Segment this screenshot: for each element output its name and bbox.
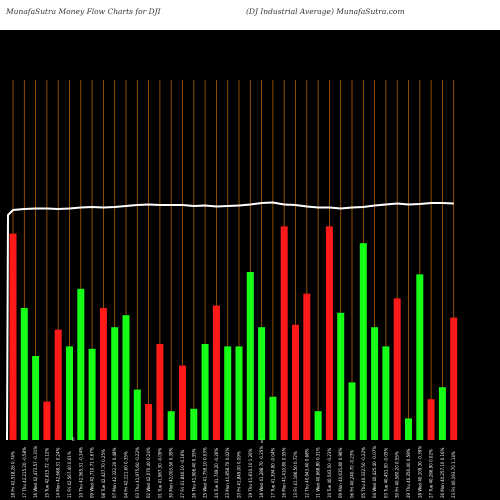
money-flow-bar bbox=[348, 382, 356, 440]
money-flow-bar bbox=[20, 308, 28, 440]
x-tick-label: 04 Fri 42,121.60 0.35% bbox=[124, 451, 129, 498]
x-tick-label: 11 Wed 40,668.80 0.31% bbox=[316, 447, 321, 498]
x-tick-label: 15 Tue 42,615.72 -0.12% bbox=[44, 448, 49, 498]
money-flow-bar bbox=[269, 396, 277, 440]
x-tick-label: 12 Thu 40,943.40 0.68% bbox=[304, 448, 309, 498]
x-tick-label: 18 Wed 41,288.70 -0.25% bbox=[259, 446, 264, 498]
x-tick-label: 07 Mon 42,322.20 0.48% bbox=[112, 447, 117, 498]
x-tick-label: 08 Tue 42,427.70 0.25% bbox=[101, 449, 106, 498]
x-tick-label: 20 Fri 41,849.00 0.09% bbox=[237, 451, 242, 498]
money-flow-bar bbox=[337, 312, 345, 440]
money-flow-bar bbox=[122, 315, 130, 440]
money-flow-bar bbox=[371, 327, 379, 440]
money-flow-bar bbox=[393, 298, 401, 440]
money-flow-bar bbox=[246, 272, 254, 440]
money-flow-bar bbox=[212, 305, 220, 440]
money-flow-bar bbox=[325, 226, 333, 440]
money-flow-bar bbox=[111, 327, 119, 440]
x-tick-label: 10 Thu 42,565.31 -0.34% bbox=[78, 447, 83, 498]
x-tick-label: 28 Wed 40,109.30 -0.39% bbox=[417, 446, 422, 498]
x-tick-label: 17 Thu 42,215.20 -0.58% bbox=[22, 447, 27, 498]
money-flow-bar bbox=[179, 365, 186, 440]
x-tick-label: 03 Tue 40,451.00 -0.05% bbox=[383, 448, 388, 498]
x-tick-label: 13 Fri 41,186.50 0.72% bbox=[293, 451, 298, 498]
x-tick-label: 24 Tue 41,749.20 -0.26% bbox=[214, 448, 219, 498]
x-tick-label: 04 Wed 40,425.40 -0.07% bbox=[372, 446, 377, 498]
money-flow-bar bbox=[190, 408, 198, 440]
x-tick-label: 23 Mon 41,858.70 0.02% bbox=[225, 447, 230, 498]
money-flow-bar bbox=[235, 346, 243, 440]
money-flow-bar bbox=[99, 308, 107, 440]
money-flow-bar bbox=[43, 401, 51, 440]
chart-title: MunafaSutra Money Flow Charts for DJI bbox=[6, 7, 161, 16]
x-tick-label: 14 Mon 42,668.31 0.24% bbox=[56, 447, 61, 498]
tick-labels-group: 18 Fri 42,518.26 0.74% 17 Thu 42,215.20 -… bbox=[11, 437, 457, 498]
x-tick-label: 02 Wed 42,070.40 0.24% bbox=[146, 447, 151, 498]
money-flow-bar bbox=[405, 418, 412, 440]
x-tick-label: 30 Fri 40,580.20 0.55% bbox=[395, 451, 400, 498]
x-tick-label: 29 Thu 40,350.40 0.59% bbox=[406, 448, 411, 498]
x-tick-label: 30 Mon 42,003.50 0.39% bbox=[169, 447, 174, 498]
x-tick-label: 18 Fri 42,518.26 0.74% bbox=[11, 451, 16, 498]
x-tick-label: 01 Tue 41,967.30 -0.09% bbox=[157, 448, 162, 498]
money-flow-bar bbox=[314, 411, 322, 440]
money-flow-bar bbox=[77, 288, 85, 440]
money-flow-bar bbox=[450, 317, 458, 440]
left-axis-mark: 0 bbox=[72, 437, 75, 442]
chart-header: MunafaSutra Money Flow Charts for DJI (D… bbox=[0, 0, 500, 30]
x-tick-label: 25 Wed 41,759.10 0.03% bbox=[203, 447, 208, 498]
chart-subtitle: (DJ Industrial Average) MunafaSutra.com bbox=[246, 7, 405, 16]
mid-axis-label: 0 bbox=[261, 439, 264, 444]
money-flow-bar bbox=[145, 404, 153, 440]
money-flow-bar bbox=[167, 411, 175, 440]
money-flow-bar bbox=[416, 274, 424, 440]
money-flow-bar bbox=[292, 324, 299, 440]
x-tick-label: 27 Fri 41,840.10 -0.16% bbox=[180, 450, 185, 498]
x-tick-label: 06 Fri 40,240.70 -0.23% bbox=[350, 450, 355, 498]
x-tick-label: 26 Thu 41,906.40 0.35% bbox=[191, 448, 196, 498]
money-flow-bar bbox=[156, 344, 164, 440]
money-flow-bar bbox=[54, 329, 62, 440]
money-flow-bar bbox=[280, 226, 288, 440]
x-tick-label: 10 Tue 40,543.50 -0.23% bbox=[327, 448, 332, 498]
money-flow-bar bbox=[303, 293, 311, 440]
money-flow-bar bbox=[359, 243, 367, 440]
x-tick-label: 17 Tue 41,394.90 -0.04% bbox=[270, 448, 275, 498]
money-flow-bar bbox=[427, 399, 435, 440]
money-flow-bar bbox=[133, 389, 141, 440]
money-flow-bar bbox=[438, 387, 446, 440]
x-tick-label: 19 Thu 41,810.10 1.26% bbox=[248, 448, 253, 498]
x-tick-label: 09 Wed 42,710.71 0.67% bbox=[90, 447, 95, 498]
money-flow-bar bbox=[382, 346, 390, 440]
x-tick-label: 03 Thu 41,975.60 -0.22% bbox=[135, 447, 140, 498]
x-tick-label: 23 Fri 40,193.70 1.14% bbox=[451, 451, 456, 498]
price-line-group bbox=[6, 201, 454, 441]
money-flow-bar bbox=[9, 233, 17, 440]
price-line bbox=[6, 201, 454, 441]
x-tick-label: 26 Mon 40,257.10 0.16% bbox=[440, 447, 445, 498]
money-flow-bar bbox=[258, 327, 266, 440]
x-tick-label: 05 Thu 40,332.50 -0.22% bbox=[361, 447, 366, 498]
money-flow-bar bbox=[32, 356, 40, 440]
money-flow-bar bbox=[66, 346, 73, 440]
money-flow-bar bbox=[201, 344, 209, 440]
x-tick-label: 09 Mon 40,635.80 0.98% bbox=[338, 447, 343, 498]
x-tick-label: 16 Mon 41,410.80 0.55% bbox=[282, 447, 287, 498]
x-tick-label: 11 Fri 42,567.40 0.01% bbox=[67, 451, 72, 498]
bars-group bbox=[9, 226, 458, 440]
x-tick-label: 27 Tue 40,266.90 0.02% bbox=[429, 449, 434, 498]
x-tick-label: 16 Wed 42,473.57 -0.31% bbox=[33, 446, 38, 498]
money-flow-bar bbox=[88, 348, 96, 440]
money-flow-bar bbox=[224, 346, 232, 440]
